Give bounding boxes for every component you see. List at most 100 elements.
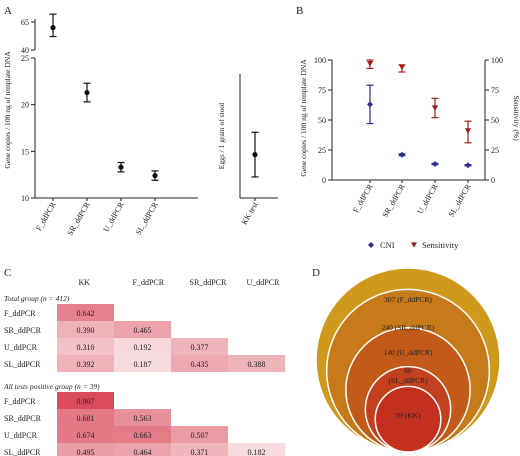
kk-x-tick-label: KK test <box>240 200 261 227</box>
a-point <box>118 164 124 170</box>
b-y-tick-label-left: 50 <box>318 116 326 125</box>
d-circle-label: 140 (U_ddPCR) <box>384 348 433 357</box>
c-cell-value: 0.907 <box>77 397 95 406</box>
b-y-tick-label-right: 0 <box>491 176 495 185</box>
panel-label-b: B <box>296 5 303 17</box>
b-x-tick-label: SL_ddPCR <box>447 182 473 219</box>
b-x-tick-label: SR_ddPCR <box>380 182 407 219</box>
b-point-sensitivity <box>431 105 439 111</box>
c-cell <box>171 338 228 355</box>
c-cell-value: 0.563 <box>134 414 152 423</box>
b-y-tick-label-left: 75 <box>318 86 326 95</box>
c-column-header: SR_ddPCR <box>190 278 228 287</box>
c-column-header: U_ddPCR <box>247 278 281 287</box>
c-cell-value: 0.642 <box>77 309 95 318</box>
b-legend-sensitivity-label: Sensitivity <box>422 240 459 250</box>
c-cell <box>57 338 114 355</box>
c-cell-value: 0.674 <box>77 431 95 440</box>
c-cell <box>57 426 114 443</box>
c-cell <box>57 321 114 338</box>
a-y-tick-label: 20 <box>21 101 29 110</box>
c-row-label: F_ddPCR <box>4 397 36 406</box>
panel-b-chart: 0 0 25 25 50 50 75 75 100 100 Gene copies / 100 ng… <box>299 56 520 250</box>
c-cell-value: 0.182 <box>248 448 266 456</box>
a-y-axis-title: Gene copies / 100 ng of template DNA <box>3 51 12 169</box>
c-cell-value: 0.310 <box>77 343 95 352</box>
c-cell <box>114 409 171 426</box>
c-cell <box>57 409 114 426</box>
c-column-header: KK <box>79 278 91 287</box>
c-cell-value: 0.681 <box>77 414 95 423</box>
c-row-label: SR_ddPCR <box>4 326 42 335</box>
b-y-axis-title: Gene copies / 100 ng of template DNA <box>299 59 308 177</box>
d-circle-label: 307 (F_ddPCR) <box>384 295 432 304</box>
c-cell-value: 0.507 <box>191 431 209 440</box>
a-y-tick-label: 25 <box>21 54 29 63</box>
c-cell <box>114 355 171 372</box>
b-legend-cni-label: CNI <box>380 240 395 250</box>
d-circle-label: 240 (SR_ddPCR) <box>382 323 435 332</box>
c-row-label: SL_ddPCR <box>4 448 41 456</box>
b-y-tick-label-left: 25 <box>318 146 326 155</box>
a-point <box>152 173 158 179</box>
c-cell-value: 0.192 <box>134 343 152 352</box>
c-cell-value: 0.377 <box>191 343 209 352</box>
a-x-tick-label: F_ddPCR <box>34 200 58 232</box>
c-cell <box>171 426 228 443</box>
c-cell-value: 0.464 <box>134 448 152 456</box>
c-cell <box>228 355 285 372</box>
c-group-title: All tests positive group (n = 39) <box>3 382 100 391</box>
a-y-tick-label: 65 <box>21 18 29 27</box>
c-cell <box>57 355 114 372</box>
c-cell-value: 0.371 <box>191 448 209 456</box>
kk-point <box>252 152 258 158</box>
panel-label-c: C <box>4 267 11 279</box>
panel-c-correlation-heatmap: KK F_ddPCR SR_ddPCR U_ddPCR Total group (n =… <box>3 278 285 456</box>
b-y-tick-label-left: 0 <box>322 176 326 185</box>
b-x-tick-label: U_ddPCR <box>415 182 440 216</box>
b-point-sensitivity <box>464 128 472 134</box>
kk-y-axis-title: Eggs / 1 gram of stool <box>217 103 226 169</box>
d-circle-label: (SL_ddPCR) <box>388 376 428 385</box>
c-row-label: F_ddPCR <box>4 309 36 318</box>
a-point <box>84 89 90 96</box>
c-cell-value: 0.435 <box>191 360 209 369</box>
b-y-tick-label-right: 100 <box>491 56 503 65</box>
b-y-tick-label-right: 75 <box>491 86 499 95</box>
c-cell <box>171 355 228 372</box>
a-y-tick-label: 10 <box>21 194 29 203</box>
c-cell <box>114 338 171 355</box>
panel-label-d: D <box>312 267 320 279</box>
c-cell <box>57 304 114 321</box>
d-circle-label: 66 <box>404 366 412 375</box>
a-point <box>50 25 56 31</box>
a-x-tick-label: U_ddPCR <box>101 200 126 234</box>
b-point-cni <box>399 151 405 158</box>
c-column-header: F_ddPCR <box>133 278 165 287</box>
b-point-cni <box>432 161 438 168</box>
b-point-cni <box>465 162 471 169</box>
c-cell-value: 0.187 <box>134 360 152 369</box>
b-x-tick-label: F_ddPCR <box>351 182 375 214</box>
panel-a-kk-chart: Eggs / 1 gram of stool KK test <box>217 74 278 226</box>
a-x-tick-label: SL_ddPCR <box>134 200 160 237</box>
c-cell <box>114 426 171 443</box>
c-row-label: U_ddPCR <box>4 431 38 440</box>
c-cell <box>228 443 285 456</box>
b-y-tick-label-right: 25 <box>491 146 499 155</box>
b-point-cni <box>367 101 373 108</box>
c-row-label: SR_ddPCR <box>4 414 42 423</box>
b-legend-sensitivity-marker <box>411 242 417 248</box>
c-row-label: SL_ddPCR <box>4 360 41 369</box>
b-y-tick-label-left: 100 <box>314 56 326 65</box>
b-point-sensitivity <box>398 64 406 70</box>
c-cell <box>114 321 171 338</box>
c-group-title: Total group (n = 412) <box>4 294 70 303</box>
c-cell-value: 0.390 <box>77 326 95 335</box>
c-cell <box>114 443 171 456</box>
c-cell-value: 0.388 <box>248 360 266 369</box>
c-cell-value: 0.392 <box>77 360 95 369</box>
c-row-label: U_ddPCR <box>4 343 38 352</box>
